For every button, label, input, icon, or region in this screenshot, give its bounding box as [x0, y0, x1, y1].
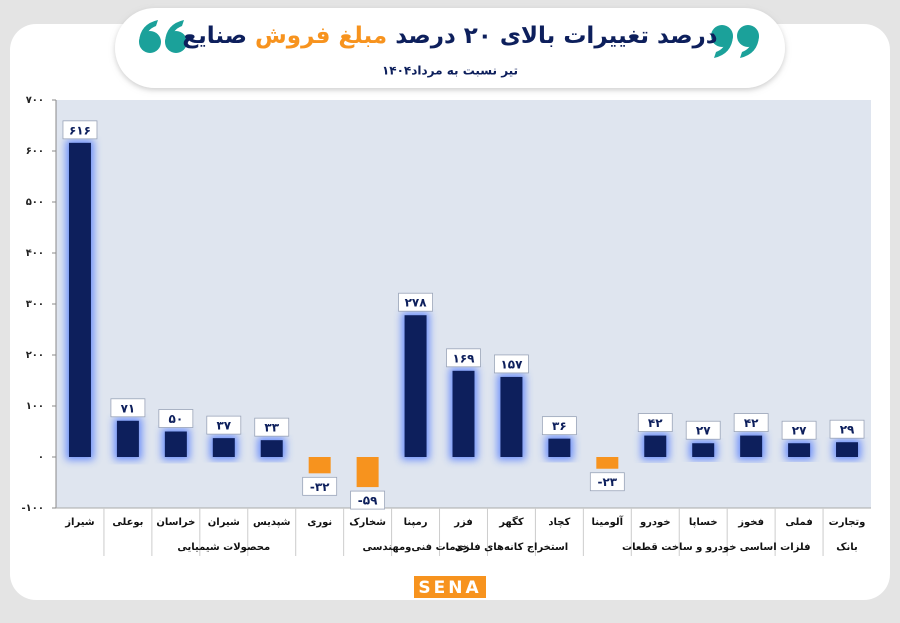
x-tick-label: فملی [785, 517, 812, 528]
value-label-box [62, 120, 98, 140]
x-tick-label: خودرو [639, 517, 671, 528]
bar [836, 442, 859, 457]
x-tick-label: خساپا [689, 517, 718, 528]
bar [164, 431, 187, 457]
quote-left [139, 20, 187, 53]
group-label: بانک [836, 542, 858, 553]
logo: SENA [418, 578, 481, 598]
y-tick-label: ۲۰۰ [26, 350, 44, 361]
value-label: -۲۳ [598, 475, 618, 489]
value-label-box [637, 413, 673, 432]
bar [212, 438, 235, 457]
x-tick-label: خراسان [156, 517, 195, 528]
x-tick-label: آلومینا [592, 515, 624, 528]
value-label: ۲۹ [840, 423, 855, 437]
x-tick-label: کگهر [498, 515, 524, 528]
x-tick-label: بوعلی [112, 517, 143, 528]
bar [68, 142, 91, 457]
value-label-box [829, 419, 865, 439]
group-label: فلزات اساسی [740, 542, 811, 553]
value-label-box [158, 409, 194, 428]
x-tick-label: نوری [307, 517, 332, 528]
x-tick-label: شخارک [349, 517, 386, 528]
bar [452, 370, 475, 457]
value-label-box [206, 415, 242, 435]
value-label: ۲۷۸ [405, 296, 428, 310]
bar [548, 438, 571, 457]
group-label: خدمات فنی‌ومهندسی [363, 542, 469, 553]
title-part: درصد تغییرات بالای ۲۰ درصد [395, 23, 718, 49]
bar [788, 443, 811, 457]
x-tick-label: وتجارت [829, 517, 866, 528]
value-label-box [446, 348, 481, 368]
value-label: ۳۷ [216, 419, 231, 433]
value-label-box [254, 417, 290, 437]
value-label: -۳۲ [310, 480, 330, 494]
x-tick-label: کچاد [548, 517, 570, 528]
value-label: ۳۳ [264, 421, 279, 435]
bar [692, 443, 715, 457]
y-tick-label: ۳۰۰ [26, 299, 44, 310]
x-tick-label: فزر [453, 517, 473, 528]
value-label: ۱۵۷ [500, 357, 523, 371]
bar [308, 457, 331, 474]
value-label-box [350, 490, 386, 510]
logo-box [414, 576, 486, 598]
bar [116, 420, 139, 457]
value-label-box [541, 416, 577, 436]
x-tick-label: شیراز [64, 517, 94, 528]
group-label: محصولات شیمیایی [177, 542, 270, 553]
chart-subtitle: تیر نسبت به مرداد۱۴۰۴ [382, 64, 518, 78]
value-label-box [494, 354, 529, 374]
value-label-box [733, 413, 769, 432]
value-label: ۳۶ [552, 419, 567, 433]
value-label: ۵۰ [169, 412, 184, 426]
bar [500, 376, 523, 457]
x-tick-label: رمپنا [404, 517, 428, 528]
group-label: خودرو و ساخت قطعات [622, 542, 736, 553]
value-label: ۴۲ [744, 416, 759, 430]
bar [356, 457, 379, 488]
group-label: استخراج کانه‌های فلزی [455, 542, 569, 553]
title-part: صنایع [182, 23, 247, 49]
x-tick-label: شپدیس [253, 517, 291, 528]
y-tick-label: ۱۰۰ [26, 401, 44, 412]
value-label-box [110, 398, 146, 418]
value-label-box [302, 476, 338, 496]
value-label: ۴۲ [648, 416, 663, 430]
value-label: ۷۱ [121, 401, 136, 415]
value-label: ۱۶۹ [453, 351, 476, 365]
value-label-box [589, 472, 625, 492]
bar [404, 315, 427, 457]
bar [740, 435, 763, 457]
value-label-box [398, 292, 433, 312]
value-label-box [781, 420, 817, 440]
x-tick-label: فخوز [737, 517, 764, 528]
y-tick-label: ۶۰۰ [26, 146, 44, 157]
quote-right [711, 25, 759, 58]
x-tick-label: شیران [208, 517, 240, 528]
y-tick-label: ۵۰۰ [26, 197, 44, 208]
bar [644, 435, 667, 457]
title-part: مبلغ فروش [255, 23, 387, 49]
bar [596, 457, 619, 469]
bar [260, 440, 283, 457]
title-banner [115, 8, 785, 88]
value-label: ۲۷ [696, 424, 711, 438]
y-tick-label: ۴۰۰ [26, 248, 44, 259]
y-tick-label: ۰ [38, 452, 44, 463]
value-label: -۵۹ [358, 494, 378, 508]
value-label: ۶۱۶ [69, 123, 91, 137]
value-label: ۲۷ [792, 424, 807, 438]
y-tick-label: ۷۰۰ [26, 95, 44, 106]
y-tick-label: -۱۰۰ [22, 503, 44, 514]
plot-layer: -۱۰۰ ۰ ۱۰۰ ۲۰۰ ۳۰۰ ۴۰۰ ۵۰۰ ۶۰۰ ۷۰۰ ۶۱۶ شیراز ۷۱ بوعل… [22, 95, 871, 556]
chart-title: درصد تغییرات بالای ۲۰ درصد مبلغ فروش صنا… [182, 23, 717, 49]
value-label-box [685, 420, 721, 440]
